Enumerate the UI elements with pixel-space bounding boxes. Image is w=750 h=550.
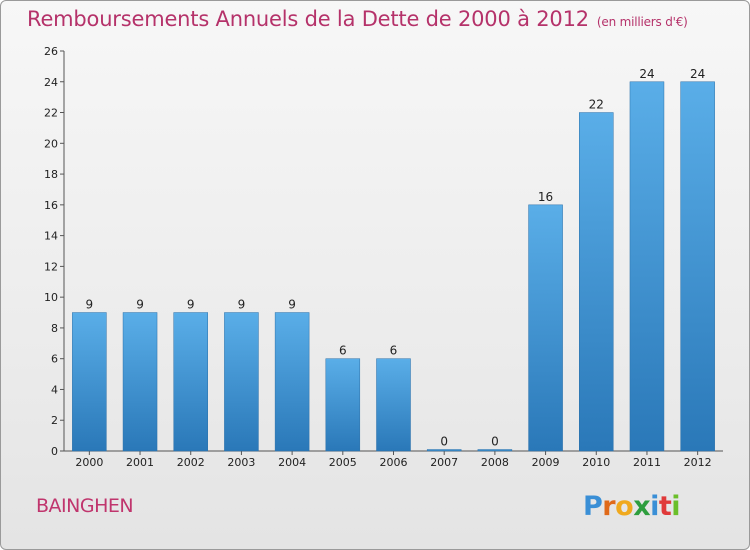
chart-title: Remboursements Annuels de la Dette de 20…: [27, 7, 688, 31]
x-tick-label: 2005: [329, 456, 357, 469]
bar[interactable]: [680, 81, 715, 452]
bar-value-label: 24: [639, 67, 654, 81]
x-tick-label: 2002: [177, 456, 205, 469]
logo-letter: r: [602, 491, 616, 522]
x-tick-label: 2001: [126, 456, 154, 469]
logo-letter: i: [671, 491, 681, 522]
y-tick-label: 4: [51, 383, 58, 396]
y-tick-label: 20: [44, 137, 58, 150]
x-tick-label: 2011: [633, 456, 661, 469]
bar-value-label: 9: [187, 298, 195, 312]
logo-letter: o: [615, 491, 634, 522]
bar-value-label: 24: [690, 67, 705, 81]
bar[interactable]: [426, 449, 462, 452]
y-tick-label: 24: [44, 76, 58, 89]
bar[interactable]: [579, 112, 614, 452]
bar[interactable]: [72, 312, 107, 452]
x-tick-label: 2009: [532, 456, 560, 469]
bar[interactable]: [629, 81, 665, 452]
y-tick-label: 14: [44, 230, 58, 243]
bar-value-label: 0: [440, 435, 448, 449]
commune-name: BAINGHEN: [36, 495, 134, 517]
bar[interactable]: [477, 449, 513, 452]
bar[interactable]: [325, 358, 361, 452]
x-tick-label: 2010: [582, 456, 610, 469]
y-tick-label: 18: [44, 168, 58, 181]
proxiti-logo[interactable]: Proxiti: [583, 491, 681, 522]
y-tick-label: 12: [44, 260, 58, 273]
bar[interactable]: [173, 312, 208, 452]
bar-value-label: 9: [86, 298, 94, 312]
y-tick-label: 6: [51, 353, 58, 366]
x-tick-label: 2003: [227, 456, 255, 469]
bar-value-label: 6: [339, 344, 347, 358]
bar-value-label: 9: [238, 298, 246, 312]
x-tick-label: 2008: [481, 456, 509, 469]
bar-value-label: 9: [288, 298, 296, 312]
y-tick-label: 22: [44, 107, 58, 120]
x-tick-label: 2006: [380, 456, 408, 469]
y-tick-label: 2: [51, 414, 58, 427]
bar-value-label: 0: [491, 435, 499, 449]
logo-letter: P: [583, 491, 603, 522]
bar-value-label: 9: [136, 298, 144, 312]
bar[interactable]: [274, 312, 310, 452]
y-tick-label: 16: [44, 199, 58, 212]
x-tick-label: 2007: [430, 456, 458, 469]
bar-value-label: 6: [390, 344, 398, 358]
y-tick-label: 0: [51, 445, 58, 458]
y-tick-label: 10: [44, 291, 58, 304]
x-tick-label: 2000: [75, 456, 103, 469]
bar-value-label: 22: [589, 98, 604, 112]
logo-letter: x: [633, 491, 651, 522]
bar[interactable]: [528, 204, 563, 452]
logo-letter: i: [650, 491, 659, 522]
x-tick-label: 2004: [278, 456, 306, 469]
y-tick-label: 8: [51, 322, 58, 335]
bar[interactable]: [122, 312, 158, 452]
bar[interactable]: [224, 312, 259, 452]
chart-subtitle: (en milliers d'€): [596, 15, 688, 29]
bar-value-label: 16: [538, 190, 553, 204]
bar[interactable]: [376, 358, 411, 452]
y-tick-label: 26: [44, 45, 58, 58]
logo-letter: t: [658, 491, 672, 522]
x-tick-label: 2012: [684, 456, 712, 469]
